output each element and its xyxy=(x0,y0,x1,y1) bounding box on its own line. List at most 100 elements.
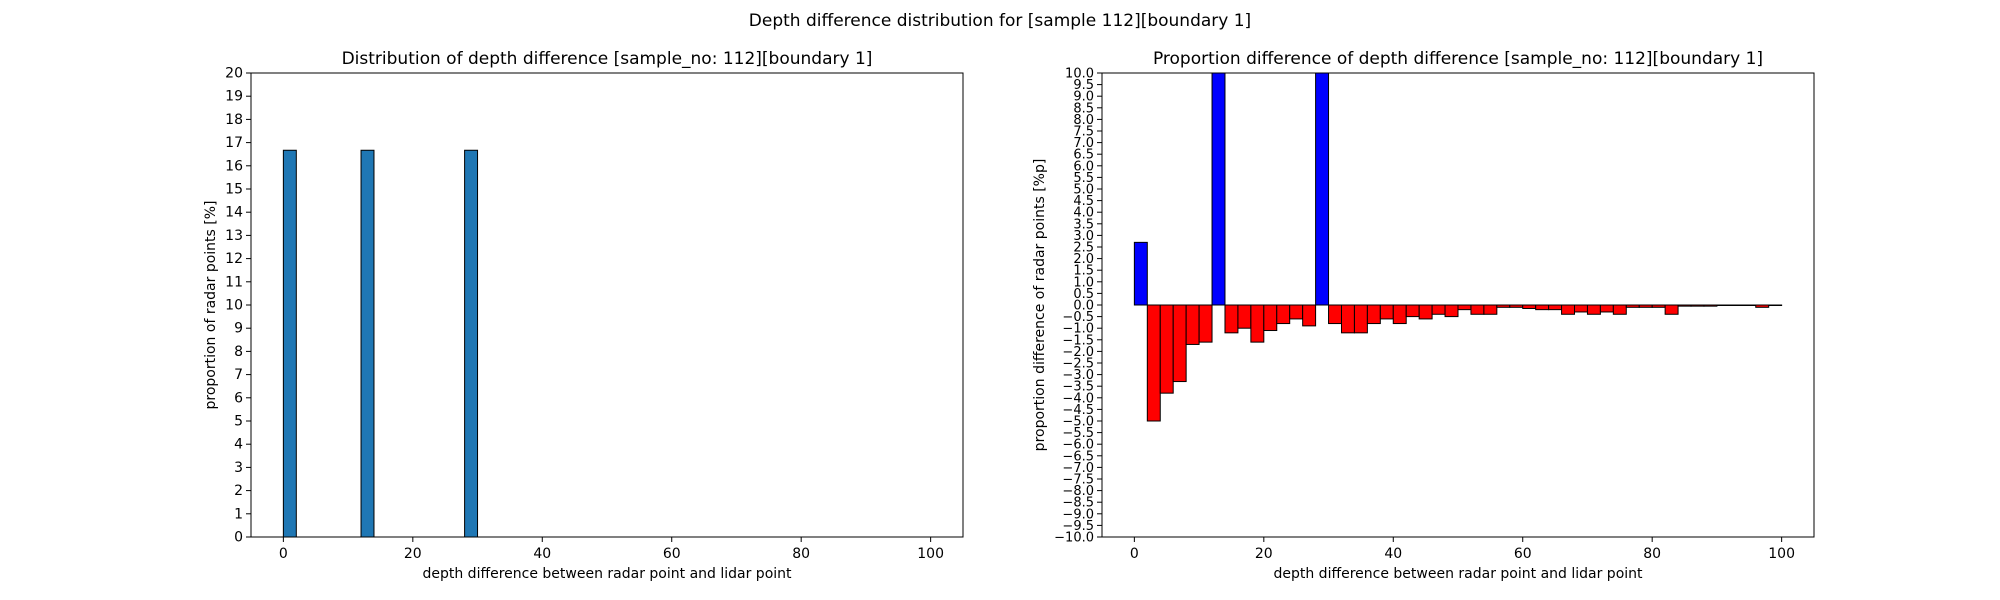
left-chart-y-tick-label: 11 xyxy=(225,274,243,290)
left-chart-x-tick-label: 20 xyxy=(404,546,422,562)
right-chart-y-tick-label: −9.0 xyxy=(1062,507,1094,522)
left-chart-y-tick-label: 5 xyxy=(234,414,243,430)
right-chart-bar xyxy=(1535,304,1550,311)
right-chart-y-tick-label: −5.0 xyxy=(1062,415,1094,430)
right-chart-bar xyxy=(1496,304,1511,308)
left-chart-x-tick-label: 40 xyxy=(533,546,551,562)
right-chart-bar xyxy=(1263,304,1278,332)
right-chart-y-tick-label: −10.0 xyxy=(1054,531,1094,546)
right-chart-y-tick-label: 2.5 xyxy=(1073,241,1094,256)
right-chart-y-tick-label: 1.0 xyxy=(1073,275,1094,290)
right-chart-bar xyxy=(1315,72,1330,306)
right-chart-bar xyxy=(1729,304,1744,306)
left-chart-y-tick-label: 16 xyxy=(225,158,243,174)
left-chart: Distribution of depth difference [sample… xyxy=(203,49,964,582)
left-chart-y-tick-label: 8 xyxy=(234,344,243,360)
right-chart-bar xyxy=(1289,304,1304,320)
left-chart-y-tick-label: 18 xyxy=(225,112,243,128)
right-chart-y-tick-label: 7.5 xyxy=(1073,125,1094,140)
left-chart-xlabel: depth difference between radar point and… xyxy=(422,566,792,582)
right-chart-x-tick-label: 0 xyxy=(1130,546,1139,562)
right-chart-xlabel: depth difference between radar point and… xyxy=(1273,566,1643,582)
right-chart-bar xyxy=(1703,304,1718,307)
right-chart-bar xyxy=(1742,304,1757,306)
left-chart-bar xyxy=(282,149,297,538)
left-chart-y-tick-label: 9 xyxy=(234,321,243,337)
right-chart-ylabel: proportion difference of radar points [%… xyxy=(1032,159,1048,452)
right-chart-bar xyxy=(1211,72,1226,306)
right-chart-bar xyxy=(1353,304,1368,334)
left-chart-bar xyxy=(464,149,479,538)
right-chart-bar xyxy=(1198,304,1213,343)
left-chart-y-tick-label: 4 xyxy=(234,437,243,453)
right-chart-y-tick-label: 6.5 xyxy=(1073,148,1094,163)
right-chart-bar xyxy=(1159,304,1174,394)
right-chart-y-tick-label: 4.0 xyxy=(1073,206,1094,221)
right-chart-bar xyxy=(1133,241,1148,306)
right-chart-bar xyxy=(1599,304,1614,313)
right-chart-y-tick-label: 5.5 xyxy=(1073,171,1094,186)
right-chart-y-tick-label: 5.0 xyxy=(1073,183,1094,198)
right-chart-y-tick-label: −2.0 xyxy=(1062,345,1094,360)
left-chart-y-tick-label: 1 xyxy=(234,506,243,522)
right-chart-y-tick-label: −6.0 xyxy=(1062,438,1094,453)
left-chart-bars xyxy=(282,149,479,538)
left-chart-y-tick-label: 3 xyxy=(234,460,243,476)
right-chart-bar xyxy=(1276,304,1291,325)
right-chart: Proportion difference of depth differenc… xyxy=(1032,49,1815,582)
left-chart-x-tick-label: 60 xyxy=(663,546,681,562)
right-chart-y-tick-label: −2.5 xyxy=(1062,357,1094,372)
right-chart-x-ticks: 0 20 40 60 80 100 xyxy=(1130,537,1795,562)
right-chart-bar xyxy=(1340,304,1355,334)
right-chart-bar xyxy=(1509,304,1524,308)
right-chart-bar xyxy=(1418,304,1433,320)
left-chart-y-tick-label: 6 xyxy=(234,390,243,406)
right-chart-bar xyxy=(1625,304,1640,308)
right-chart-bar xyxy=(1574,304,1588,313)
right-chart-bar xyxy=(1677,304,1692,307)
right-chart-y-tick-label: −7.5 xyxy=(1062,473,1094,488)
right-chart-y-tick-label: −0.5 xyxy=(1062,310,1094,325)
right-chart-x-tick-label: 40 xyxy=(1384,546,1402,562)
right-chart-x-tick-label: 100 xyxy=(1768,546,1795,562)
left-chart-y-tick-label: 20 xyxy=(225,66,243,82)
right-chart-y-tick-label: −1.0 xyxy=(1062,322,1094,337)
left-chart-y-tick-label: 2 xyxy=(234,483,243,499)
right-chart-bar xyxy=(1366,304,1381,325)
right-chart-bar xyxy=(1392,304,1407,325)
right-chart-y-tick-label: 3.0 xyxy=(1073,229,1094,244)
right-chart-bar xyxy=(1561,304,1576,315)
right-chart-x-tick-label: 60 xyxy=(1514,546,1532,562)
right-chart-x-tick-label: 20 xyxy=(1255,546,1273,562)
right-chart-y-tick-label: 6.0 xyxy=(1073,159,1094,174)
right-chart-bar xyxy=(1237,304,1252,329)
right-chart-y-tick-label: 0.5 xyxy=(1073,287,1094,302)
right-chart-y-tick-label: 7.0 xyxy=(1073,136,1094,151)
left-chart-x-ticks: 0 20 40 60 80 100 xyxy=(279,537,944,562)
right-chart-bar xyxy=(1716,304,1731,306)
right-chart-y-tick-label: −4.5 xyxy=(1062,403,1094,418)
left-chart-y-tick-label: 17 xyxy=(225,135,243,151)
right-chart-bar xyxy=(1444,304,1459,318)
right-chart-y-tick-label: 3.5 xyxy=(1073,217,1094,232)
right-chart-y-tick-label: 8.0 xyxy=(1073,113,1094,128)
right-chart-bar xyxy=(1522,304,1537,309)
right-chart-y-tick-label: −4.0 xyxy=(1062,391,1094,406)
right-chart-bar xyxy=(1690,304,1705,307)
right-chart-bar xyxy=(1586,304,1601,315)
left-chart-x-tick-label: 0 xyxy=(279,546,288,562)
right-chart-bar xyxy=(1612,304,1627,315)
right-chart-title: Proportion difference of depth differenc… xyxy=(1153,49,1763,69)
right-chart-bar xyxy=(1664,304,1679,315)
left-chart-y-tick-label: 15 xyxy=(225,182,243,198)
left-chart-y-tick-label: 12 xyxy=(225,251,243,267)
left-chart-plot-frame xyxy=(250,72,964,538)
left-chart-ylabel: proportion of radar points [%] xyxy=(203,200,219,409)
right-chart-y-tick-label: −8.0 xyxy=(1062,484,1094,499)
right-chart-y-tick-label: −3.0 xyxy=(1062,368,1094,383)
right-chart-y-tick-label: −1.5 xyxy=(1062,333,1094,348)
left-chart-y-tick-label: 10 xyxy=(225,298,243,314)
right-chart-bar xyxy=(1638,304,1653,308)
right-chart-bar xyxy=(1431,304,1446,315)
